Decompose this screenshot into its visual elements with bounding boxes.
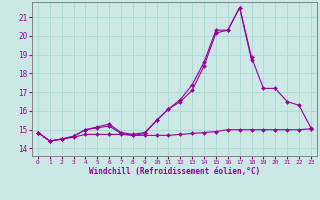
- X-axis label: Windchill (Refroidissement éolien,°C): Windchill (Refroidissement éolien,°C): [89, 167, 260, 176]
